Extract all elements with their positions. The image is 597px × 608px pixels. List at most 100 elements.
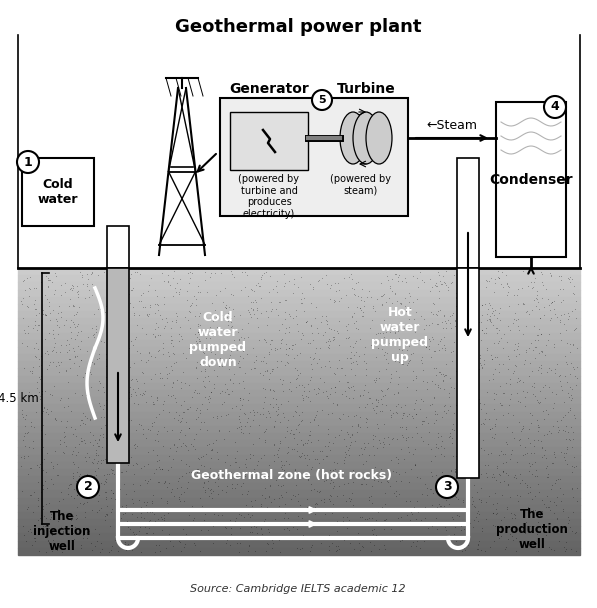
Point [33,516,43,525]
Point [143,478,152,488]
Point [380,488,389,498]
Point [60,278,70,288]
Point [517,424,527,434]
Point [235,417,245,427]
Point [522,387,532,397]
Point [461,522,471,531]
Point [69,534,78,544]
Point [266,481,275,491]
Point [351,410,361,420]
Point [374,367,384,376]
Point [325,334,334,344]
Point [73,462,82,472]
Point [81,368,90,378]
Point [24,291,34,300]
Point [569,282,578,291]
Point [317,311,327,320]
Point [68,446,78,456]
Bar [18,282,580,289]
Point [372,530,381,540]
Point [94,491,103,500]
Point [555,536,564,546]
Point [558,489,568,499]
Point [348,465,358,474]
Point [78,472,88,482]
Point [461,367,470,377]
Point [191,340,201,350]
Point [232,345,242,354]
Point [441,345,450,355]
Point [350,520,360,530]
Point [549,545,558,555]
Point [71,431,81,441]
Point [411,409,421,419]
Point [275,436,285,446]
Point [325,343,334,353]
Point [171,397,180,407]
Point [538,382,548,392]
Point [566,422,576,432]
Point [38,309,48,319]
Point [91,324,100,334]
Point [61,441,71,451]
Point [247,496,256,506]
Point [439,332,449,342]
Point [54,357,63,367]
Point [524,502,533,511]
Point [536,436,546,446]
Point [53,329,63,339]
Point [312,389,321,399]
Point [239,408,249,418]
Point [474,494,484,503]
Point [34,308,44,317]
Point [571,380,581,390]
Point [276,463,285,472]
Point [368,529,378,539]
Point [114,378,124,388]
Point [541,284,550,294]
Point [51,542,61,552]
Point [69,346,79,356]
Point [53,540,63,550]
Point [421,342,430,352]
Point [235,362,245,371]
Point [395,489,404,499]
Point [150,547,160,556]
Point [531,301,541,311]
Point [215,286,224,296]
Point [83,490,93,500]
Point [522,482,532,492]
Point [91,466,100,476]
Point [547,480,556,489]
Point [550,398,559,407]
Point [206,387,216,396]
Point [224,302,233,312]
Point [125,523,134,533]
Point [256,523,266,533]
Point [87,382,96,392]
Point [385,505,395,515]
Point [94,376,104,386]
Point [494,469,504,479]
Point [415,472,424,482]
Point [513,322,523,331]
Point [347,429,357,438]
Point [192,464,201,474]
Point [376,438,385,448]
Point [193,287,202,297]
Point [241,469,250,478]
Point [536,360,546,370]
Point [511,351,521,361]
Point [447,433,457,443]
Point [69,310,79,320]
Point [234,509,244,519]
Bar [18,304,580,311]
Point [373,420,382,429]
Point [451,464,460,474]
Point [89,455,99,465]
Point [130,486,139,496]
Point [490,488,500,498]
Point [110,535,120,545]
Point [143,459,153,469]
Point [256,272,266,282]
